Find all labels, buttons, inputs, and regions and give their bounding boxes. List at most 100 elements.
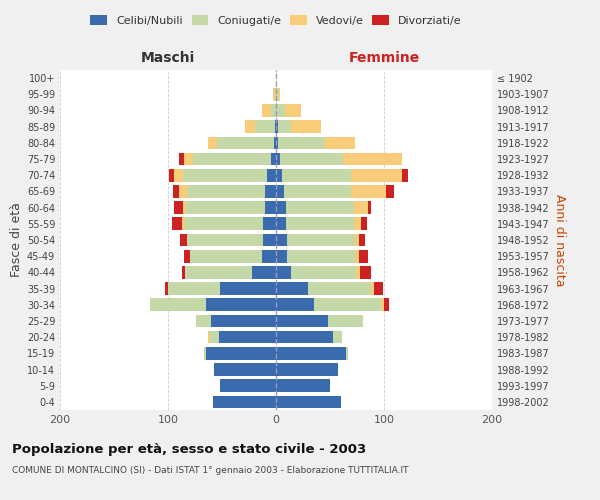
Bar (325, 136, 355, 149)
Bar (276, 88, 278, 101)
Bar (350, 185, 386, 198)
Bar (214, 396, 276, 408)
Bar (184, 250, 190, 262)
Bar (175, 169, 183, 181)
Bar (276, 120, 278, 133)
Bar (278, 136, 325, 149)
Bar (273, 88, 275, 101)
Bar (276, 331, 333, 344)
Bar (187, 185, 265, 198)
Bar (314, 298, 381, 311)
Bar (168, 282, 220, 295)
Bar (276, 282, 308, 295)
Bar (275, 120, 276, 133)
Bar (381, 298, 384, 311)
Bar (256, 120, 275, 133)
Bar (173, 185, 179, 198)
Bar (356, 266, 360, 278)
Legend: Celibi/Nubili, Coniugati/e, Vedovi/e, Divorziati/e: Celibi/Nubili, Coniugati/e, Vedovi/e, Di… (86, 10, 466, 30)
Bar (206, 298, 276, 311)
Bar (276, 396, 341, 408)
Bar (183, 169, 268, 181)
Bar (283, 169, 350, 181)
Bar (179, 185, 187, 198)
Bar (210, 331, 219, 344)
Bar (185, 218, 263, 230)
Bar (276, 234, 287, 246)
Bar (203, 347, 206, 360)
Bar (265, 202, 276, 214)
Text: Maschi: Maschi (141, 51, 195, 65)
Bar (184, 152, 193, 166)
Bar (275, 88, 276, 101)
Bar (252, 266, 276, 278)
Bar (276, 202, 286, 214)
Bar (368, 202, 371, 214)
Text: Femmine: Femmine (349, 51, 419, 65)
Bar (208, 136, 217, 149)
Y-axis label: Fasce di età: Fasce di età (10, 202, 23, 278)
Bar (149, 298, 206, 311)
Bar (262, 250, 276, 262)
Bar (359, 234, 365, 246)
Y-axis label: Anni di nascita: Anni di nascita (553, 194, 566, 286)
Bar (276, 250, 287, 262)
Bar (217, 136, 274, 149)
Bar (220, 282, 276, 295)
Bar (346, 347, 349, 360)
Bar (193, 152, 271, 166)
Bar (220, 380, 276, 392)
Bar (278, 88, 280, 101)
Bar (206, 347, 276, 360)
Bar (284, 185, 350, 198)
Bar (276, 266, 291, 278)
Bar (190, 250, 262, 262)
Bar (211, 314, 276, 328)
Bar (183, 202, 187, 214)
Bar (276, 363, 338, 376)
Bar (187, 202, 265, 214)
Bar (333, 331, 342, 344)
Bar (355, 234, 359, 246)
Bar (276, 347, 346, 360)
Bar (276, 218, 286, 230)
Bar (291, 120, 322, 133)
Bar (172, 218, 182, 230)
Bar (187, 234, 263, 246)
Bar (185, 266, 252, 278)
Bar (287, 250, 355, 262)
Bar (219, 331, 276, 344)
Bar (276, 136, 278, 149)
Bar (354, 202, 368, 214)
Bar (284, 104, 301, 117)
Bar (350, 169, 403, 181)
Bar (271, 104, 276, 117)
Bar (276, 169, 283, 181)
Bar (180, 234, 187, 246)
Bar (276, 185, 284, 198)
Text: Popolazione per età, sesso e stato civile - 2003: Popolazione per età, sesso e stato civil… (12, 442, 366, 456)
Bar (165, 282, 168, 295)
Bar (276, 104, 284, 117)
Bar (179, 152, 184, 166)
Bar (263, 234, 276, 246)
Bar (371, 282, 374, 295)
Bar (286, 202, 354, 214)
Bar (359, 250, 368, 262)
Bar (268, 169, 276, 181)
Bar (175, 202, 183, 214)
Bar (208, 331, 210, 344)
Bar (214, 363, 276, 376)
Bar (263, 218, 276, 230)
Bar (355, 250, 359, 262)
Bar (276, 380, 330, 392)
Bar (280, 152, 343, 166)
Bar (328, 314, 364, 328)
Bar (274, 136, 276, 149)
Bar (343, 152, 403, 166)
Bar (276, 298, 314, 311)
Bar (245, 120, 256, 133)
Bar (308, 282, 371, 295)
Bar (271, 152, 276, 166)
Bar (182, 218, 185, 230)
